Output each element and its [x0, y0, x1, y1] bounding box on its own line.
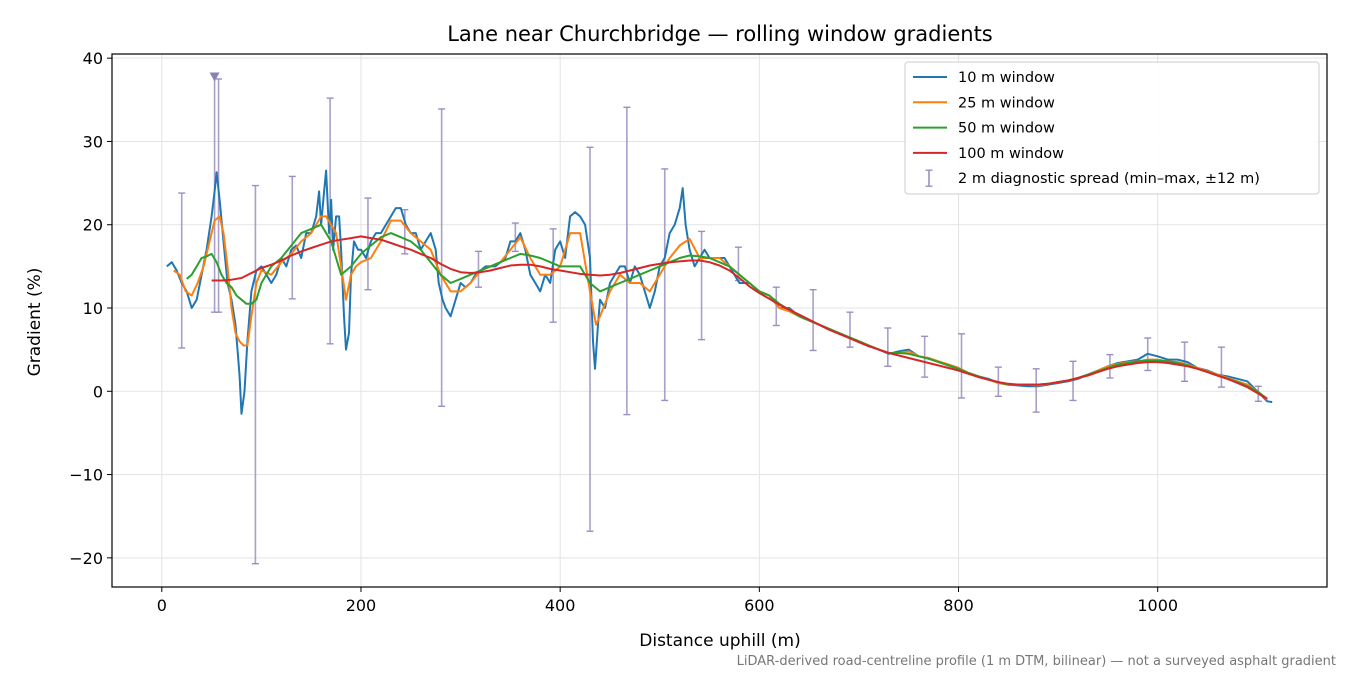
legend: 10 m window 25 m window 50 m window 100 m w… [904, 61, 1320, 195]
series-line-1 [166, 169, 1273, 415]
x-axis-label: Distance uphill (m) [639, 631, 800, 651]
axis-ticks: 0 200 400 600 800 1000 −20 −10 0 10 20 30 40 [69, 49, 1178, 615]
footnote: LiDAR-derived road-centreline profile (1… [737, 654, 1336, 669]
error-bar [549, 228, 557, 323]
error-bar [661, 168, 669, 402]
error-bar [1217, 346, 1225, 388]
y-tick-label: 30 [83, 132, 103, 151]
error-bar [772, 286, 780, 327]
y-tick-label: 40 [83, 49, 103, 68]
y-tick-label: −20 [69, 549, 103, 568]
y-tick-label: 0 [93, 382, 103, 401]
error-bar [178, 192, 186, 349]
error-bar [846, 311, 854, 348]
x-tick-label: 600 [744, 596, 775, 615]
chart-title: Lane near Churchbridge — rolling window … [447, 22, 993, 46]
x-tick-label: 800 [943, 596, 974, 615]
clipped-marker [209, 72, 220, 82]
error-bar [364, 197, 372, 291]
legend-label: 10 m window [958, 70, 1055, 86]
error-bar [288, 175, 296, 300]
legend-box [904, 61, 1320, 195]
series-lines [166, 169, 1273, 415]
series-line-4 [211, 235, 1268, 400]
x-tick-label: 200 [346, 596, 377, 615]
y-axis-label: Gradient (%) [25, 268, 45, 377]
x-tick-label: 0 [157, 596, 167, 615]
error-bar [623, 106, 631, 416]
error-bar [958, 333, 966, 399]
x-tick-label: 1000 [1137, 596, 1178, 615]
legend-label: 2 m diagnostic spread (min–max, ±12 m) [958, 171, 1260, 187]
error-bar [809, 288, 817, 352]
error-bar [884, 327, 892, 368]
legend-label: 25 m window [958, 95, 1055, 111]
y-tick-label: 10 [83, 299, 103, 318]
x-tick-label: 400 [545, 596, 576, 615]
legend-label: 100 m window [958, 146, 1064, 162]
error-bar [438, 108, 446, 407]
error-bar [698, 230, 706, 341]
error-bar [586, 146, 594, 532]
error-bar [1032, 368, 1040, 413]
error-bar [474, 250, 482, 288]
error-bar [251, 184, 259, 565]
legend-label: 50 m window [958, 121, 1055, 137]
error-bar [401, 209, 409, 255]
y-tick-label: −10 [69, 466, 103, 485]
plot-frame [111, 53, 1328, 588]
y-tick-label: 20 [83, 216, 103, 235]
error-bar [511, 222, 519, 253]
